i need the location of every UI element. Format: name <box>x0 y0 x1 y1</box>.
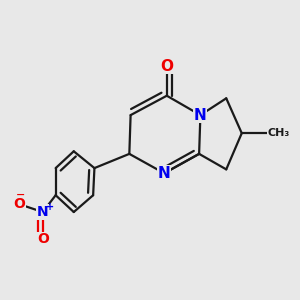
Text: O: O <box>14 197 26 211</box>
Text: N: N <box>37 205 49 219</box>
Text: −: − <box>16 190 26 200</box>
Text: O: O <box>37 232 49 246</box>
Text: CH₃: CH₃ <box>268 128 290 138</box>
Text: N: N <box>194 108 207 123</box>
Text: O: O <box>160 58 173 74</box>
Text: N: N <box>158 166 171 181</box>
Text: +: + <box>46 202 55 212</box>
